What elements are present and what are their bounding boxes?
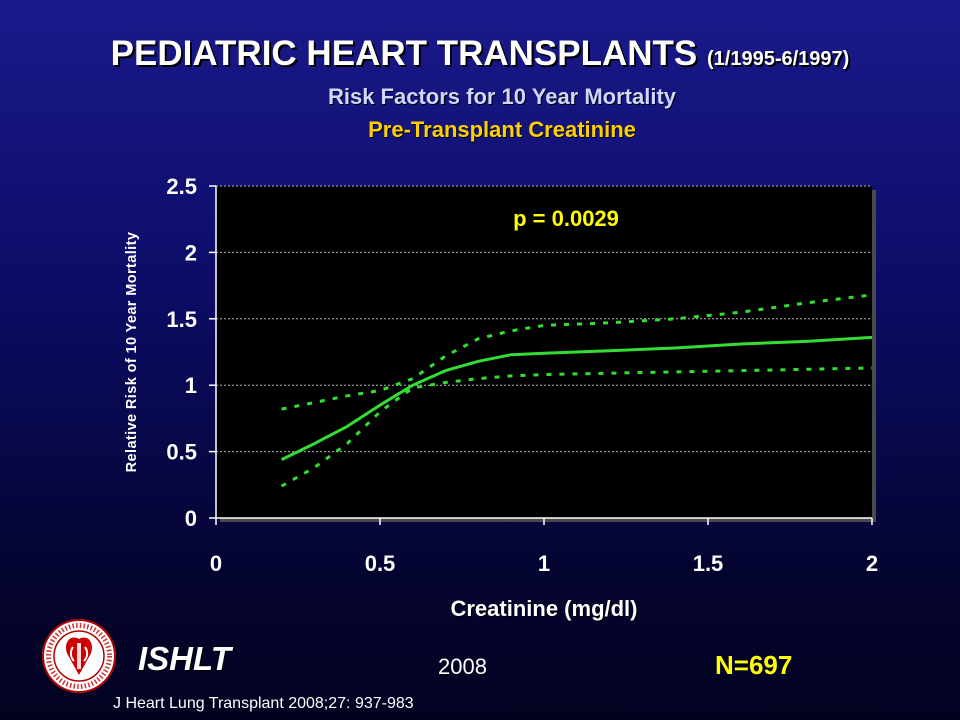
y-tick-label-2: 2 [185, 240, 197, 265]
ishlt-logo-icon [42, 619, 116, 693]
title-date-range: (1/1995-6/1997) [706, 48, 850, 70]
citation: J Heart Lung Transplant 2008;27: 937-983 [113, 695, 414, 712]
page-subtitle: Risk Factors for 10 Year Mortality [327, 84, 677, 109]
report-year: 2008 [438, 654, 487, 679]
y-axis-label: Relative Risk of 10 Year Mortality [124, 231, 140, 473]
series-line-estimate [280, 335, 873, 461]
organization-name: ISHLT [138, 640, 231, 677]
x-tick-label-0: 0 [210, 551, 222, 576]
page-title: PEDIATRIC HEART TRANSPLANTS (1/1995-6/19… [0, 34, 960, 74]
x-tick-label-2: 2 [866, 551, 878, 576]
x-tick-label-1: 1 [538, 551, 550, 576]
y-tick-label-0: 0 [185, 506, 197, 531]
title-main: PEDIATRIC HEART TRANSPLANTS [110, 34, 698, 73]
sample-size: N=697 [715, 650, 793, 680]
y-tick-label-1: 1 [185, 373, 197, 398]
y-tick-label-2.5: 2.5 [166, 174, 197, 199]
chart-subtitle: Pre-Transplant Creatinine [368, 117, 636, 142]
series-line-lower-ci [280, 366, 873, 488]
p-value-annotation: p = 0.0029 [513, 206, 619, 231]
x-tick-label-0.5: 0.5 [365, 551, 396, 576]
y-tick-label-0.5: 0.5 [166, 440, 197, 465]
plot-shadow-bottom [220, 518, 876, 522]
x-axis-label: Creatinine (mg/dl) [450, 596, 638, 621]
y-tick-label-1.5: 1.5 [166, 307, 197, 332]
x-tick-label-1.5: 1.5 [693, 551, 724, 576]
plot-shadow-right [872, 190, 876, 522]
